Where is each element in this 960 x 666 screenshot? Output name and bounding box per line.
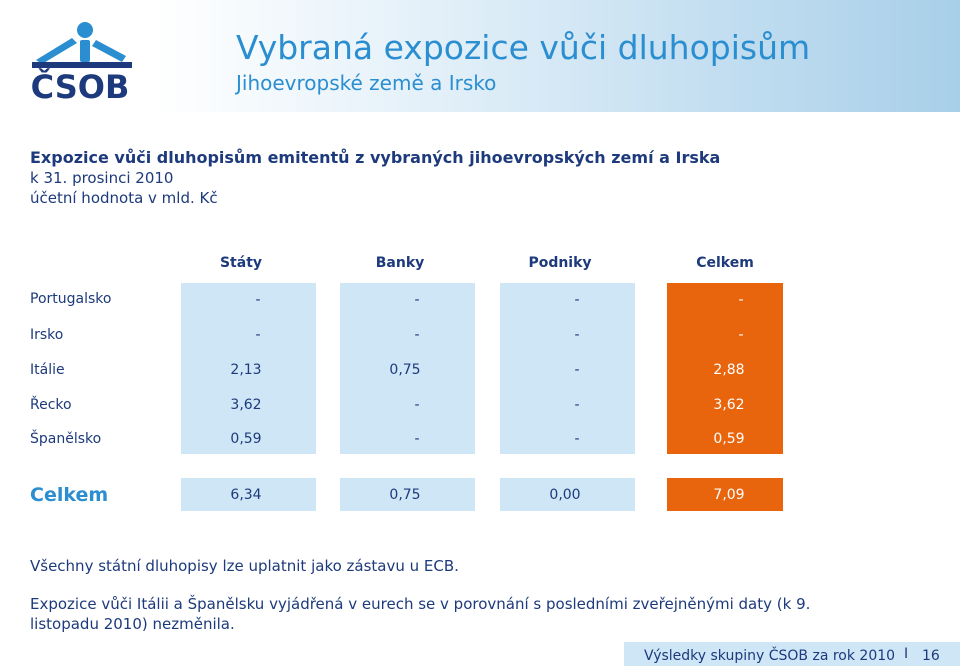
table-cell: - [414,431,420,447]
intro-heading: Expozice vůči dluhopisům emitentů z vybr… [30,148,721,167]
total-bg-staty [181,478,316,511]
total-cell: 0,75 [389,487,421,503]
total-cell: 0,00 [549,487,581,503]
page-number: 16 [922,648,940,664]
table-cell: - [574,397,580,413]
table-cell: 0,75 [389,362,421,378]
table-cell: 0,59 [713,431,745,447]
header-banner [0,0,960,112]
col-header-banky: Banky [375,255,425,271]
row-label-portugalsko: Portugalsko [30,291,112,307]
col-header-staty: Státy [219,255,263,271]
row-label-spanelsko: Španělsko [30,431,102,447]
table-cell: 3,62 [713,397,745,413]
col-bg-banky [340,283,475,454]
col-bg-celkem [667,283,783,454]
table-cell: - [255,327,261,343]
intro-block: Expozice vůči dluhopisům emitentů z vybr… [30,148,720,208]
footer-title: Výsledky skupiny ČSOB za rok 2010 [644,648,896,664]
page-title: Vybraná expozice vůči dluhopisům [236,28,811,67]
table-cell: - [414,327,420,343]
table-cell: - [574,292,580,308]
note-currency-line1: Expozice vůči Itálii a Španělsku vyjádře… [30,595,811,613]
table-cell: 0,59 [230,431,262,447]
svg-text:ČSOB: ČSOB [31,67,130,104]
table-cell: 2,13 [230,362,262,378]
csob-logo: ČSOB [31,22,132,104]
row-label-irsko: Irsko [30,327,64,343]
total-bg-celkem [667,478,783,511]
table-cell: 3,62 [230,397,262,413]
col-header-podniky: Podniky [528,255,592,271]
col-bg-podniky [500,283,635,454]
row-label-celkem: Celkem [30,484,109,506]
note-currency-line2: listopadu 2010) nezměnila. [30,615,235,633]
total-cell: 6,34 [230,487,262,503]
table-cell: - [414,397,420,413]
intro-date: k 31. prosinci 2010 [30,169,174,187]
footer-bar [624,642,960,666]
row-label-italie: Itálie [30,362,65,378]
total-bg-banky [340,478,475,511]
table-cell: - [414,292,420,308]
table-cell: - [255,292,261,308]
table-cell: - [738,327,744,343]
total-cell: 7,09 [713,487,745,503]
total-bg-podniky [500,478,635,511]
table-cell: - [574,362,580,378]
table-cell: 2,88 [713,362,745,378]
table-cell: - [574,431,580,447]
col-bg-staty [181,283,316,454]
note-ecb: Všechny státní dluhopisy lze uplatnit ja… [30,557,459,575]
table-cell: - [574,327,580,343]
row-label-recko: Řecko [30,397,72,413]
footer-separator: I [904,646,909,662]
table-cell: - [738,292,744,308]
col-header-celkem: Celkem [696,255,754,271]
intro-unit: účetní hodnota v mld. Kč [30,189,218,207]
note-currency: Expozice vůči Itálii a Španělsku vyjádře… [30,594,810,634]
page-subtitle: Jihoevropské země a Irsko [236,71,497,95]
